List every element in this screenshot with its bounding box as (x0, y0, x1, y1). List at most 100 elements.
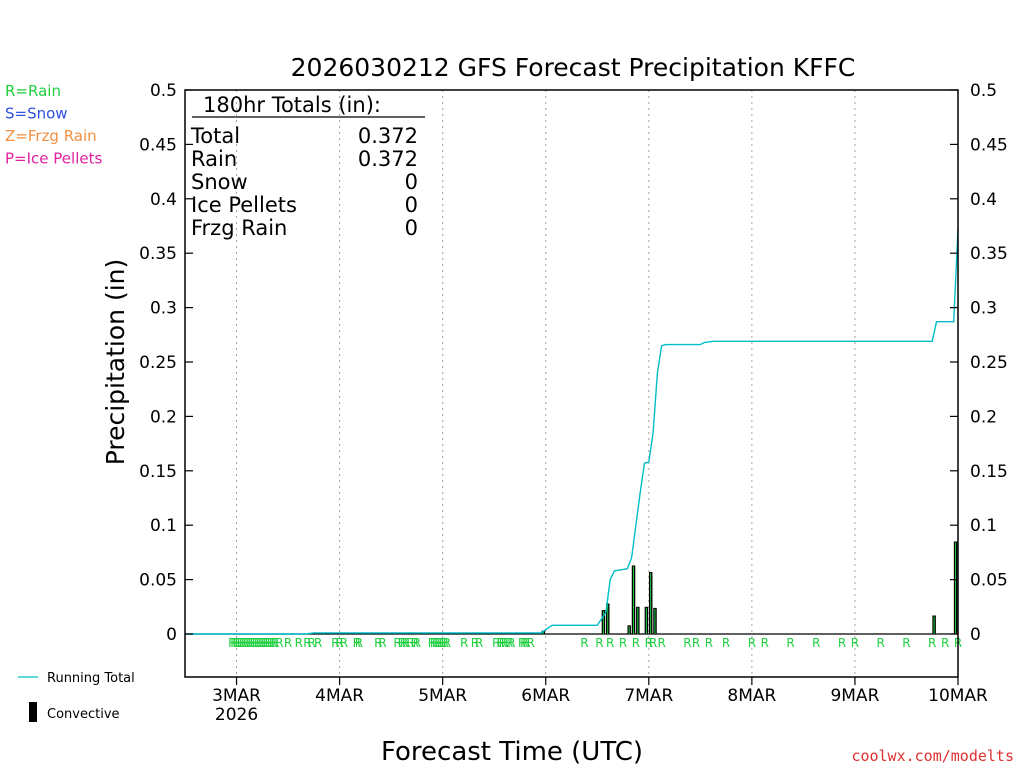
rain-marker: R (245, 636, 253, 650)
x-tick-label: 5MAR (418, 686, 467, 706)
x-axis-label: Forecast Time (UTC) (381, 737, 643, 767)
rain-marker: R (256, 636, 264, 650)
totals-header: 180hr Totals (in): (203, 93, 381, 117)
rain-marker: R (438, 636, 446, 650)
y-tick-label-left: 0.2 (150, 407, 177, 427)
rain-marker: R (308, 636, 316, 650)
rain-marker: R (902, 636, 910, 650)
rain-marker: R (340, 636, 348, 650)
running-total-line (185, 229, 959, 635)
rain-marker: R (761, 636, 769, 650)
y-tick-label-left: 0.45 (139, 135, 177, 155)
rain-marker: R (284, 636, 292, 650)
convective-bars (541, 541, 958, 634)
rain-marker: R (247, 636, 255, 650)
convective-legend-label: Convective (47, 707, 120, 722)
rain-marker: R (441, 636, 449, 650)
rain-marker: R (241, 636, 249, 650)
rain-marker: R (619, 636, 627, 650)
rain-marker: R (258, 636, 266, 650)
rain-marker: R (303, 636, 311, 650)
rain-marker: R (254, 636, 262, 650)
totals-rows: Total 0.372 Rain 0.372 Snow 0 Ice Pellets 0 Frzg… (190, 124, 418, 240)
rain-marker: R (262, 636, 270, 650)
y-tick-label-left: 0.3 (150, 299, 177, 319)
rain-marker: R (250, 636, 258, 650)
rain-marker: R (314, 636, 322, 650)
rain-marker: R (606, 636, 614, 650)
y-tick-label-right: 0.4 (970, 190, 997, 210)
rain-marker: R (475, 636, 483, 650)
y-axis-label: Precipitation (in) (101, 259, 130, 466)
rain-marker: R (683, 636, 691, 650)
rain-marker: R (265, 636, 273, 650)
gridlines (185, 90, 958, 677)
rain-marker: R (269, 636, 277, 650)
rain-marker: R (812, 636, 820, 650)
rain-marker: R (838, 636, 846, 650)
totals-row-label: Rain (191, 147, 237, 171)
totals-row-value: 0.372 (358, 124, 418, 148)
rain-marker: R (851, 636, 859, 650)
rain-marker: R (398, 636, 406, 650)
y-tick-label-right: 0.15 (970, 462, 1008, 482)
series-legend: Running Total Convective (18, 671, 135, 722)
rain-marker: R (235, 636, 243, 650)
credit-text: coolwx.com/modelts (851, 747, 1014, 765)
x-tick-sublabel: 2026 (215, 705, 258, 725)
rain-marker: R (692, 636, 700, 650)
rain-marker: R (460, 636, 468, 650)
rain-marker: R (260, 636, 268, 650)
x-tick-label: 9MAR (830, 686, 879, 706)
x-tick-label: 6MAR (521, 686, 570, 706)
totals-row-value: 0 (405, 193, 418, 217)
totals-row-value: 0 (405, 170, 418, 194)
rain-marker: R (402, 636, 410, 650)
rain-marker: R (505, 636, 513, 650)
rain-marker: R (413, 636, 421, 650)
y-tick-label-left: 0.05 (139, 571, 177, 591)
y-tick-label-left: 0.35 (139, 244, 177, 264)
rain-marker: R (501, 636, 509, 650)
rain-marker: R (649, 636, 657, 650)
type-legend-entry: R=Rain (5, 82, 61, 100)
rain-marker: R (595, 636, 603, 650)
rain-marker: R (492, 636, 500, 650)
rain-marker: R (355, 636, 363, 650)
type-legend-entry: Z=Frzg Rain (5, 127, 97, 145)
rain-marker: R (271, 636, 279, 650)
y-tick-label-right: 0.35 (970, 244, 1008, 264)
rain-marker: R (518, 636, 526, 650)
y-tick-label-left: 0.4 (150, 190, 177, 210)
y-tick-label-right: 0.5 (970, 81, 997, 101)
rain-marker: R (434, 636, 442, 650)
rain-marker: R (786, 636, 794, 650)
type-legend-entry: S=Snow (5, 105, 68, 123)
y-axis-right: 0 0.05 0.1 0.15 0.2 0.25 0.3 0.35 0.4 0.45 0.5 (950, 81, 1008, 645)
rain-marker: R (239, 636, 247, 650)
rain-marker: R (522, 636, 530, 650)
rain-marker: R (645, 636, 653, 650)
y-tick-label-right: 0.25 (970, 353, 1008, 373)
y-tick-label-left: 0.5 (150, 81, 177, 101)
rain-marker: R (941, 636, 949, 650)
rain-marker: R (527, 636, 535, 650)
rain-marker: R (228, 636, 236, 650)
running-total-legend-label: Running Total (47, 671, 135, 686)
rain-marker: R (507, 636, 515, 650)
x-tick-label: 8MAR (727, 686, 776, 706)
rain-marker: R (499, 636, 507, 650)
running-total-series (185, 229, 959, 635)
y-tick-label-left: 0 (166, 625, 177, 645)
rain-marker: R (877, 636, 885, 650)
y-tick-label-right: 0.05 (970, 571, 1008, 591)
y-tick-label-right: 0.45 (970, 135, 1008, 155)
rain-marker: R (267, 636, 275, 650)
totals-box: 180hr Totals (in): Total 0.372 Rain 0.372 Sn… (190, 93, 425, 240)
totals-row-label: Total (190, 124, 240, 148)
y-tick-label-left: 0.15 (139, 462, 177, 482)
y-tick-label-right: 0.3 (970, 299, 997, 319)
rain-marker: R (232, 636, 240, 650)
